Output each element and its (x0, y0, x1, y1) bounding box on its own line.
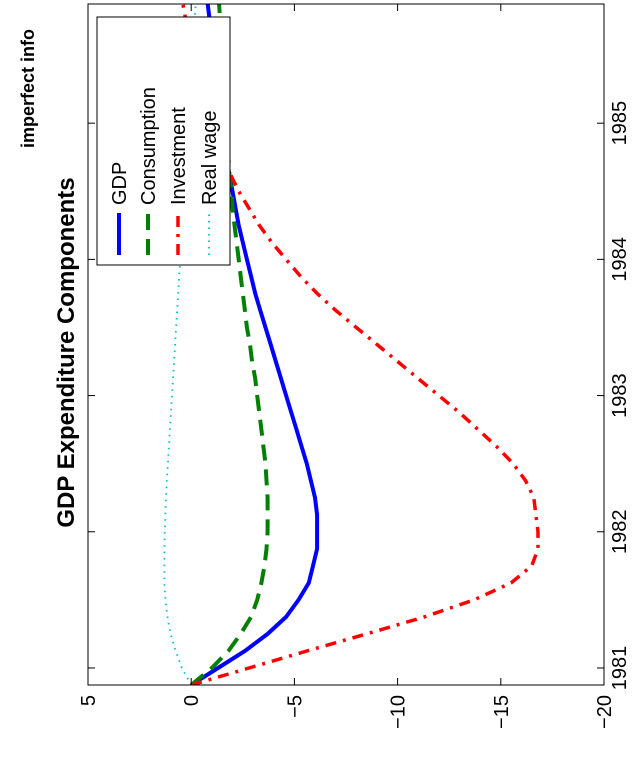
chart-title: GDP Expenditure Components (53, 177, 80, 527)
legend-label: Consumption (138, 87, 160, 205)
title-layer: GDP Expenditure Components imperfect info (18, 29, 80, 528)
x-tick-label: 1985 (609, 101, 631, 146)
y-tick-label: −5 (284, 695, 306, 718)
x-tick-label: 1983 (609, 373, 631, 418)
x-tick-label: 1981 (609, 646, 631, 691)
chart-subtitle: imperfect info (18, 29, 38, 148)
axes-layer: 1981 1982 1983 1984 1985 5 0 −5 −10 −15 −20 (78, 3, 631, 729)
x-tick-label: 1982 (609, 510, 631, 555)
series-line-consumption (189, 4, 270, 685)
y-tick-label: 5 (78, 695, 100, 706)
y-tick-label: −10 (388, 695, 410, 729)
series-line-investment (181, 4, 540, 685)
y-tick-label: −15 (491, 695, 513, 729)
legend: GDP Consumption Investment Real wage (96, 16, 231, 266)
legend-label: GDP (109, 162, 131, 205)
x-tick-label: 1984 (609, 237, 631, 282)
y-tick-label: 0 (181, 695, 203, 706)
y-tick-label: −20 (594, 695, 616, 729)
legend-label: Real wage (199, 110, 221, 205)
axes-frame (87, 3, 605, 686)
legend-label: Investment (168, 107, 190, 205)
